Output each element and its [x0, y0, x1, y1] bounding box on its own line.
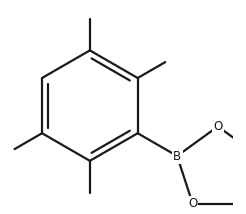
Text: O: O: [188, 197, 197, 210]
Text: B: B: [173, 150, 181, 162]
Text: O: O: [213, 120, 222, 133]
